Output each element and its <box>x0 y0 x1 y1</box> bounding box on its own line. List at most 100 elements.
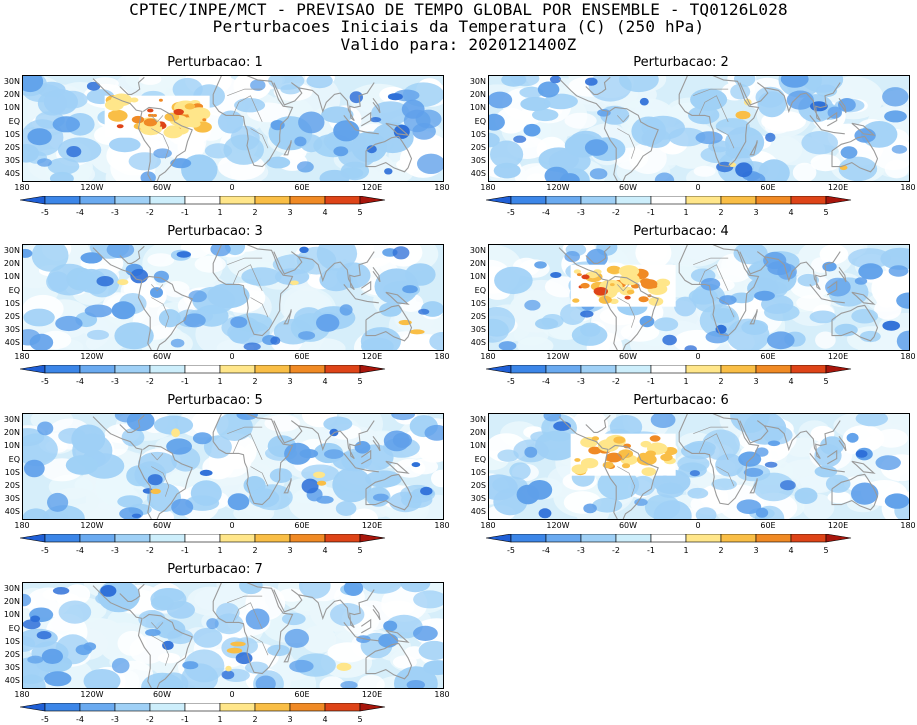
country-border <box>151 128 170 159</box>
colorbar-segment <box>254 365 291 374</box>
anomaly-contour-region <box>413 590 443 609</box>
anomaly-contour-region <box>199 469 213 476</box>
anomaly-contour-region <box>147 253 175 267</box>
latitude-tick-label: 30N <box>469 246 486 255</box>
coastline <box>212 245 294 337</box>
longitude-tick-label: 60E <box>294 690 310 699</box>
latitude-tick-label: 30N <box>3 77 20 86</box>
anomaly-contour-region <box>264 414 301 432</box>
anomaly-contour-region <box>418 640 443 661</box>
colorbar-label: -2 <box>146 546 154 555</box>
anomaly-contour-region <box>204 143 233 159</box>
colorbar-label: 2 <box>718 208 723 217</box>
anomaly-contour-region <box>538 508 552 519</box>
anomaly-contour-region <box>162 640 174 650</box>
anomaly-contour-region <box>896 292 909 309</box>
coastline <box>608 275 659 350</box>
longitude-tick-label: 120W <box>546 183 570 192</box>
colorbar-segment <box>149 534 186 543</box>
country-border <box>232 433 263 461</box>
colorbar-segment <box>324 703 361 712</box>
country-border <box>227 257 263 266</box>
colorbar-segment <box>510 534 547 543</box>
latitude-tick-label: 20N <box>3 428 20 438</box>
anomaly-contour-region <box>289 659 314 673</box>
anomaly-contour-region <box>855 450 868 458</box>
coastline <box>678 245 760 337</box>
anomaly-contour-region <box>31 245 69 272</box>
coastline <box>585 245 611 264</box>
map-panel: Perturbacao: 7 30N 20N 10N EQ 10S 20S 30S 40S 180… <box>0 562 450 724</box>
anomaly-contour-region <box>55 634 91 665</box>
anomaly-contour-region <box>46 271 70 293</box>
colorbar-label: 4 <box>322 715 327 724</box>
anomaly-contour-region <box>827 491 851 504</box>
warm-anomaly-region <box>572 298 580 303</box>
latitude-tick-label: 30N <box>469 415 486 424</box>
anomaly-contour-region <box>580 310 594 318</box>
colorbar-arrow-high <box>825 534 852 543</box>
anomaly-contour-region <box>538 147 579 172</box>
map-panel: Perturbacao: 2 30N 20N 10N EQ 10S 20S 30S 40S 180… <box>466 55 916 217</box>
anomaly-contour-region <box>815 331 836 349</box>
anomaly-contour-region <box>634 498 648 506</box>
warm-anomaly-region <box>150 114 155 117</box>
longitude-tick-label: 60E <box>294 183 310 192</box>
colorbar-label: -2 <box>146 715 154 724</box>
colorbar-label: 3 <box>753 546 758 555</box>
coastline <box>385 122 410 136</box>
anomaly-contour-region <box>269 468 292 483</box>
colorbar-label: 1 <box>217 208 222 217</box>
latitude-tick-label: 10S <box>4 636 20 646</box>
colorbar-segment <box>545 196 582 205</box>
anomaly-contour-region <box>145 629 161 637</box>
colorbar-segment <box>44 534 81 543</box>
anomaly-contour-region <box>170 158 192 169</box>
anomaly-contour-region <box>299 246 309 253</box>
anomaly-contour-region <box>754 447 769 457</box>
warm-anomaly-region <box>131 115 145 124</box>
anomaly-contour-region <box>851 308 879 324</box>
coastline <box>809 453 845 473</box>
anomaly-contour-region <box>513 135 527 143</box>
anomaly-contour-region <box>58 428 86 444</box>
latitude-tick-label: 20S <box>470 312 486 321</box>
longitude-tick-label: 120E <box>827 183 849 192</box>
anomaly-contour-region <box>710 308 736 324</box>
anomaly-contour-region <box>763 425 793 445</box>
anomaly-contour-region <box>526 173 547 181</box>
anomaly-contour-region <box>52 116 80 133</box>
anomaly-contour-region <box>490 140 524 169</box>
latitude-tick-label: 10N <box>3 610 20 620</box>
anomaly-contour-region <box>564 251 580 263</box>
country-border <box>250 466 269 487</box>
colorbar-arrow-high <box>359 534 386 543</box>
anomaly-contour-region <box>239 583 263 595</box>
anomaly-contour-region <box>584 139 609 156</box>
latitude-tick-label: 40S <box>4 676 20 686</box>
warm-anomaly-region <box>606 265 621 275</box>
warm-anomaly-region <box>164 112 180 122</box>
colorbar-segment <box>615 196 652 205</box>
coastline <box>826 280 838 296</box>
anomaly-contour-region <box>157 652 181 664</box>
country-border <box>693 88 729 97</box>
colorbar-segment <box>79 365 116 374</box>
colorbar-segment <box>219 196 256 205</box>
coastline <box>372 604 381 621</box>
country-border <box>250 128 269 149</box>
anomaly-contour-region <box>66 146 82 158</box>
coastline <box>385 629 410 643</box>
latitude-tick-label: 30S <box>4 663 20 673</box>
coastline <box>749 140 758 156</box>
country-border <box>250 297 269 318</box>
anomaly-contour-region <box>418 440 443 463</box>
coastline <box>273 420 375 460</box>
anomaly-contour-region <box>631 475 656 496</box>
anomaly-contour-region <box>335 501 357 516</box>
longitude-tick-label: 120W <box>80 352 104 361</box>
anomaly-contour-region <box>701 429 740 461</box>
colorbar-arrow-high <box>359 365 386 374</box>
country-border <box>716 466 735 487</box>
latitude-tick-label: 40S <box>470 338 486 348</box>
